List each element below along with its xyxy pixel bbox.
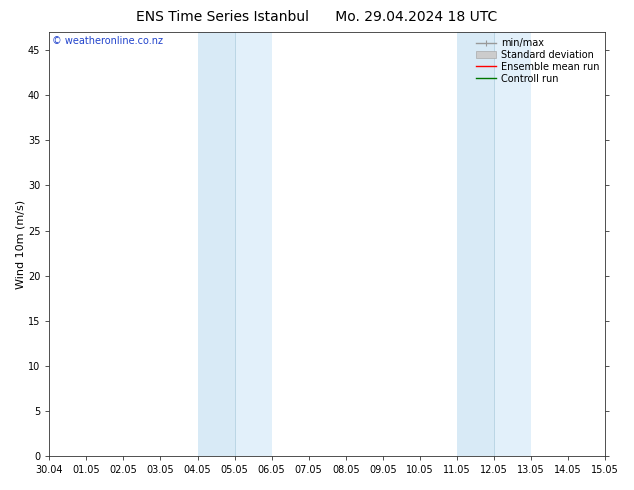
Bar (198, 32, 235, 456)
Legend: min/max, Standard deviation, Ensemble mean run, Controll run: min/max, Standard deviation, Ensemble me… (472, 34, 603, 88)
Bar (235, 32, 271, 456)
Bar (457, 32, 494, 456)
Text: © weatheronline.co.nz: © weatheronline.co.nz (52, 36, 163, 47)
Text: ENS Time Series Istanbul      Mo. 29.04.2024 18 UTC: ENS Time Series Istanbul Mo. 29.04.2024 … (136, 10, 498, 24)
Bar (494, 32, 531, 456)
Y-axis label: Wind 10m (m/s): Wind 10m (m/s) (15, 199, 25, 289)
